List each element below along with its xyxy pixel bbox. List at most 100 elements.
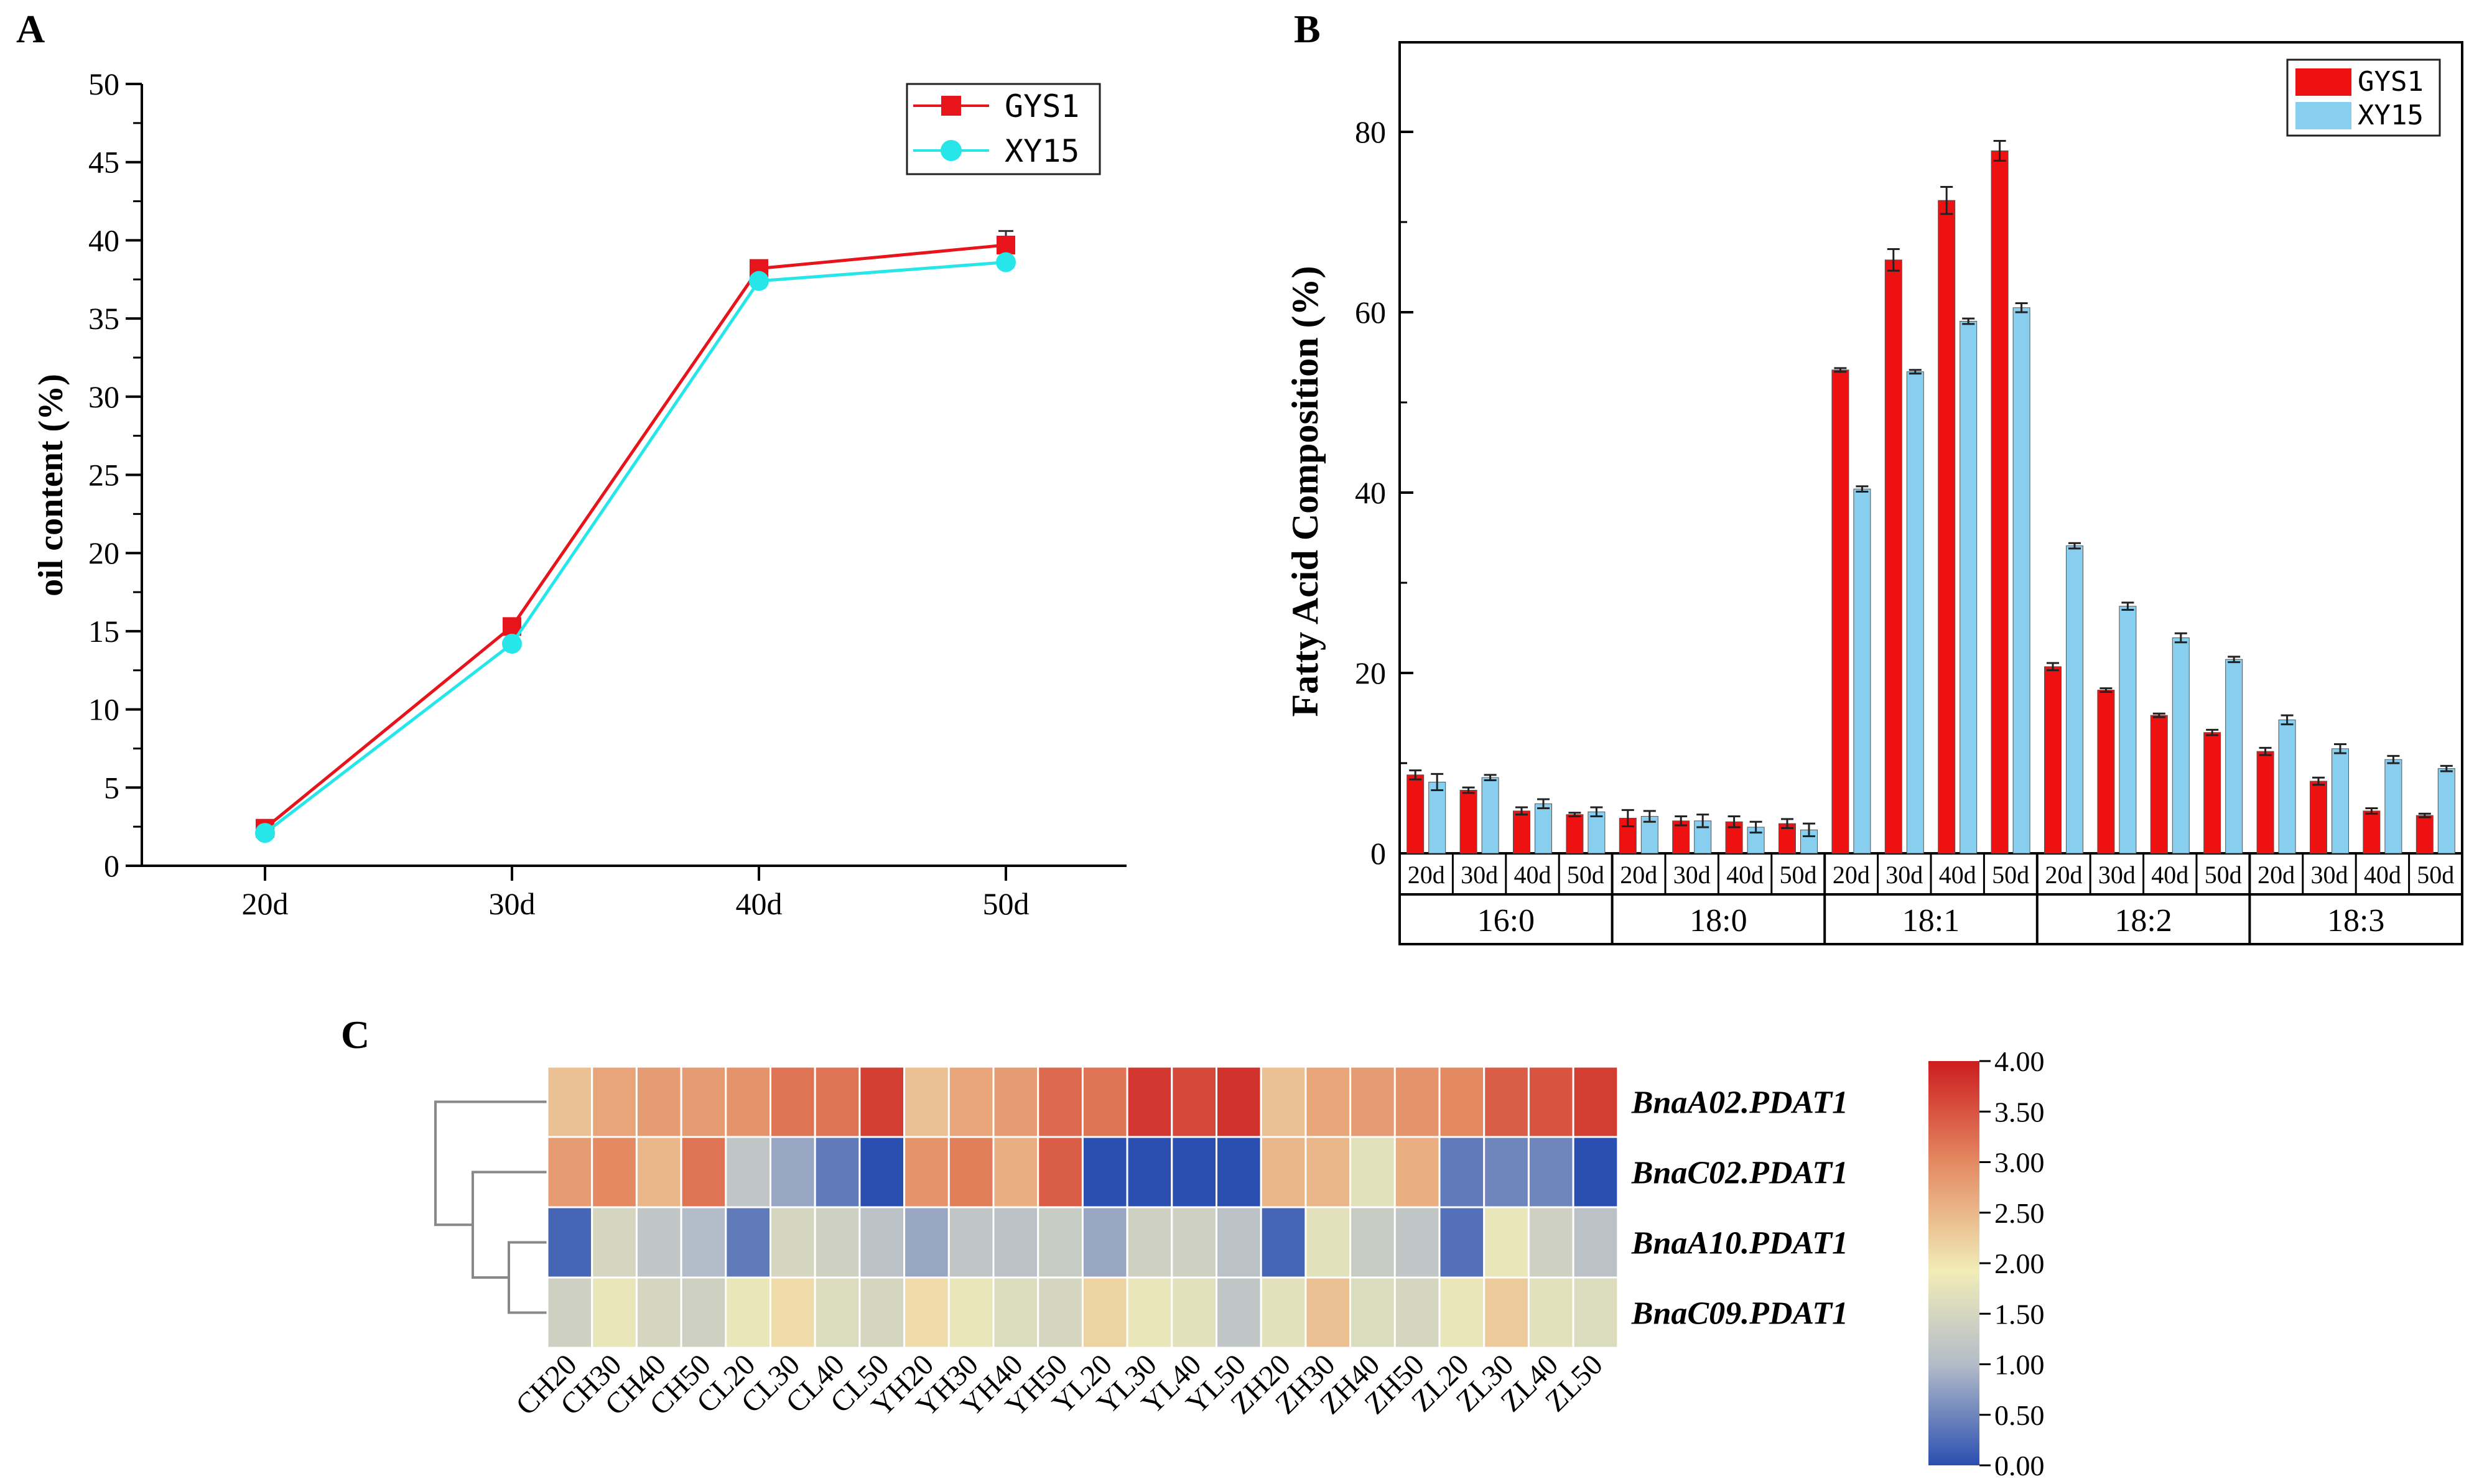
bar-xy15 (1588, 811, 1606, 854)
colorbar-tick-label: 1.50 (1994, 1298, 2045, 1330)
heatmap-cell (814, 1276, 861, 1349)
heatmap-cell (680, 1276, 727, 1349)
x-tick-label: 30d (489, 886, 536, 921)
bar-xy15 (2437, 768, 2455, 854)
y-tick-label: 20 (88, 536, 119, 570)
dendrogram-branch (508, 1241, 547, 1314)
bar-xy15 (2384, 759, 2402, 854)
group-label: 16:0 (1477, 903, 1535, 939)
heatmap-cell (903, 1065, 950, 1138)
group-label: 18:0 (1690, 903, 1747, 939)
heatmap-cell (1349, 1276, 1396, 1349)
heatmap-cell (1393, 1065, 1441, 1138)
heatmap-cell (546, 1206, 593, 1279)
bar-gys1 (2363, 810, 2381, 854)
heatmap-cell (591, 1136, 638, 1208)
heatmap-cell (635, 1065, 682, 1138)
y-tick-label: 5 (104, 770, 119, 805)
legend-marker-xy15 (941, 140, 962, 161)
subcategory-label: 20d (1833, 861, 1870, 889)
heatmap-cell (992, 1206, 1039, 1279)
subcategory-label: 40d (1514, 861, 1551, 889)
heatmap-cell (1349, 1136, 1396, 1208)
heatmap-cell (1393, 1206, 1441, 1279)
heatmap-cell (1483, 1206, 1530, 1279)
legend-box (906, 83, 1101, 175)
subcategory-label: 20d (1408, 861, 1445, 889)
data-point-xy15 (749, 271, 769, 291)
heatmap-cell (1216, 1276, 1262, 1349)
heatmap-cell (1304, 1276, 1352, 1349)
heatmap-cell (770, 1065, 816, 1138)
heatmap-cell (992, 1065, 1039, 1138)
heatmap-cell (1037, 1136, 1084, 1208)
heatmap-cell (1081, 1136, 1128, 1208)
heatmap-cell (1483, 1065, 1530, 1138)
bar-gys1 (1513, 810, 1530, 854)
subcategory-label: 20d (1620, 861, 1657, 889)
heatmap-cell (725, 1206, 772, 1279)
y-tick-label: 40 (1355, 475, 1386, 510)
bar-gys1 (2416, 815, 2434, 854)
heatmap-cell (770, 1206, 816, 1279)
bar-xy15 (2332, 748, 2349, 854)
heatmap-cell (1483, 1136, 1530, 1208)
data-point-gys1 (997, 235, 1015, 254)
heatmap-cell (680, 1136, 727, 1208)
heatmap-cell (591, 1276, 638, 1349)
panel-label-a: A (16, 7, 45, 51)
heatmap-cell (1527, 1136, 1574, 1208)
heatmap-cell (1349, 1206, 1396, 1279)
y-tick-label: 35 (88, 301, 119, 336)
heatmap-cell (770, 1136, 816, 1208)
heatmap-cell (1349, 1065, 1396, 1138)
bar-gys1 (1459, 790, 1477, 854)
y-tick-label: 20 (1355, 656, 1386, 690)
panel-label-b: B (1294, 7, 1321, 51)
colorbar-tick-label: 4.00 (1994, 1046, 2045, 1077)
heatmap-cell (814, 1206, 861, 1279)
heatmap-cell (1037, 1276, 1084, 1349)
y-tick-label: 15 (88, 614, 119, 649)
bar-gys1 (2256, 751, 2274, 854)
heatmap-cell (1438, 1136, 1486, 1208)
subcategory-label: 40d (1726, 861, 1764, 889)
legend-label-gys1: GYS1 (1005, 88, 1079, 124)
row-label: BnaC02.PDAT1 (1631, 1156, 1848, 1191)
bar-gys1 (2097, 690, 2115, 854)
bar-xy15 (2012, 307, 2030, 854)
bar-gys1 (2044, 666, 2062, 854)
colorbar-tick-label: 0.00 (1994, 1450, 2045, 1482)
heatmap-cell (947, 1065, 995, 1138)
legend-swatch-gys1 (2295, 68, 2351, 96)
subcategory-label: 50d (2205, 861, 2242, 889)
bar-gys1 (1938, 200, 1956, 854)
heatmap-cell (1216, 1136, 1262, 1208)
bar-xy15 (2225, 659, 2243, 854)
y-tick-label: 80 (1355, 114, 1386, 149)
heatmap-cell (814, 1136, 861, 1208)
heatmap-cell (1216, 1065, 1262, 1138)
bar-gys1 (1991, 150, 2009, 854)
colorbar-tick-label: 2.00 (1994, 1248, 2045, 1279)
y-axis-label: oil content (%) (32, 374, 70, 596)
heatmap-cell (1171, 1136, 1218, 1208)
y-tick-label: 40 (88, 223, 119, 257)
heatmap-cell (1393, 1276, 1441, 1349)
series-line-gys1 (264, 243, 1007, 830)
legend-swatch-xy15 (2295, 102, 2351, 129)
heatmap-cell (546, 1065, 593, 1138)
bar-xy15 (1481, 777, 1499, 854)
row-label: BnaA10.PDAT1 (1631, 1226, 1848, 1261)
y-tick-label: 0 (104, 848, 119, 883)
subcategory-label: 50d (1992, 861, 2029, 889)
heatmap-cell (1483, 1276, 1530, 1349)
heatmap-cell (992, 1136, 1039, 1208)
y-tick-label: 50 (88, 67, 119, 101)
y-tick-label: 10 (88, 692, 119, 727)
heatmap-cell (1304, 1206, 1352, 1279)
subcategory-label: 20d (2045, 861, 2083, 889)
heatmap-cell (1527, 1065, 1574, 1138)
colorbar-tick-label: 3.50 (1994, 1096, 2045, 1128)
